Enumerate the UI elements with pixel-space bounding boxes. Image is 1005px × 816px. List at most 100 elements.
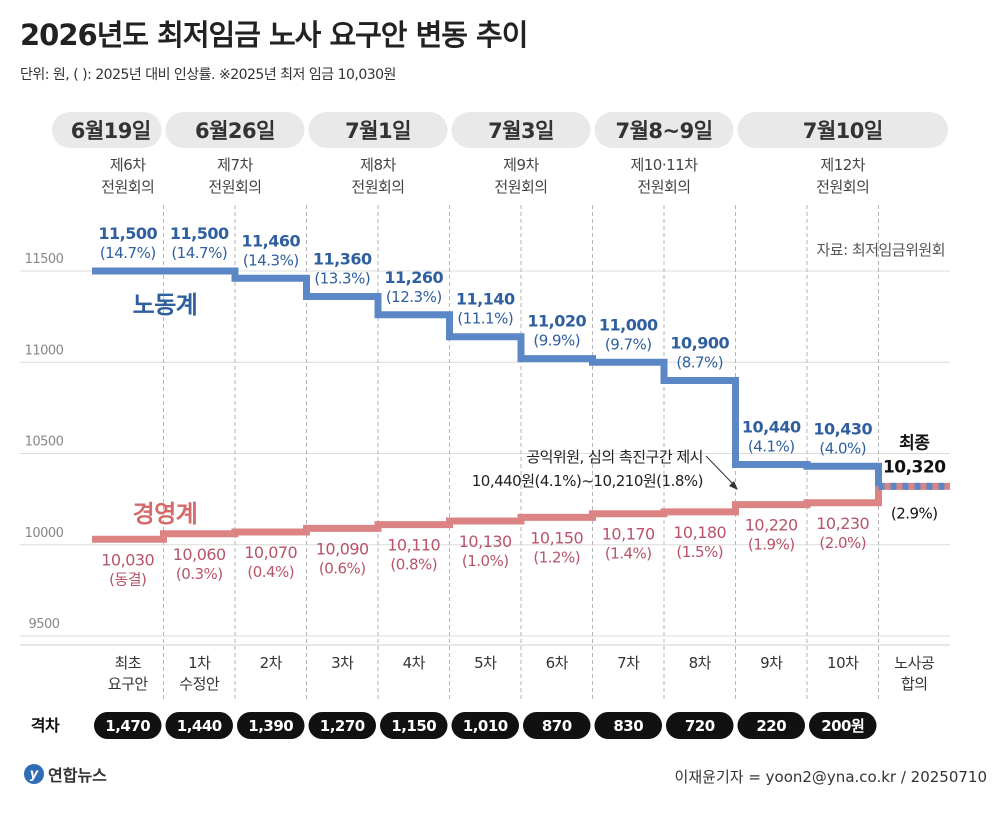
y-tick-label: 11500 xyxy=(25,252,64,267)
meeting-label: 제10·11차 xyxy=(630,156,698,174)
category-label: 4차 xyxy=(403,654,426,672)
labor-value-label: 10,900 xyxy=(670,334,729,353)
management-value-label: 10,180 xyxy=(673,523,726,542)
gap-badge xyxy=(809,712,877,739)
management-pct-label: (동결) xyxy=(109,570,146,588)
gap-badge xyxy=(737,712,805,739)
management-value-label: 10,130 xyxy=(459,532,512,551)
labor-pct-label: (14.7%) xyxy=(100,244,156,262)
gap-value: 200원 xyxy=(821,717,864,735)
date-label: 7월8~9일 xyxy=(615,119,712,143)
labor-line xyxy=(92,267,882,487)
management-pct-label: (0.4%) xyxy=(247,563,294,581)
category-label: 5차 xyxy=(474,654,497,672)
annotation-line2: 10,440원(4.1%)~10,210원(1.8%) xyxy=(472,472,703,490)
date-label: 7월3일 xyxy=(488,119,554,143)
management-value-label: 10,220 xyxy=(745,516,798,535)
labor-pct-label: (9.9%) xyxy=(533,332,580,350)
labor-pct-label: (14.7%) xyxy=(171,244,227,262)
labor-pct-label: (4.1%) xyxy=(748,437,795,455)
management-value-label: 10,110 xyxy=(387,536,440,555)
labor-value-label: 11,020 xyxy=(527,312,586,331)
meeting-label: 제9차 xyxy=(503,156,539,174)
credit: 이재윤기자 = yoon2@yna.co.kr / 20250710 xyxy=(674,768,987,786)
labor-pct-label: (14.3%) xyxy=(243,251,299,269)
gap-value: 1,440 xyxy=(177,717,222,735)
category-label: 6차 xyxy=(546,654,569,672)
category-label: 9차 xyxy=(760,654,783,672)
management-pct-label: (1.0%) xyxy=(462,552,509,570)
date-pill xyxy=(165,112,305,148)
logo-text: 연합뉴스 xyxy=(48,766,107,785)
date-label: 7월1일 xyxy=(345,119,411,143)
category-label: 7차 xyxy=(617,654,640,672)
management-pct-label: (1.5%) xyxy=(676,543,723,561)
gap-badge xyxy=(523,712,591,739)
y-tick-label: 10000 xyxy=(25,526,64,541)
category-label: 8차 xyxy=(689,654,712,672)
meeting-label: 전원회의 xyxy=(494,178,547,196)
management-pct-label: (1.2%) xyxy=(533,548,580,566)
date-label: 6월19일 xyxy=(71,119,151,143)
labor-pct-label: (11.1%) xyxy=(457,310,513,328)
labor-value-label: 11,460 xyxy=(241,231,300,250)
meeting-label: 전원회의 xyxy=(351,178,404,196)
management-pct-label: (1.4%) xyxy=(605,545,652,563)
gap-value: 1,150 xyxy=(391,717,436,735)
category-label: 수정안 xyxy=(179,675,220,693)
date-label: 7월10일 xyxy=(803,119,883,143)
gap-value: 1,470 xyxy=(105,717,150,735)
category-label: 최초 xyxy=(114,654,141,672)
category-label: 2차 xyxy=(260,654,283,672)
category-label: 3차 xyxy=(331,654,354,672)
date-pill xyxy=(52,112,162,148)
management-value-label: 10,170 xyxy=(602,525,655,544)
annotation-arrowhead xyxy=(729,481,738,490)
gap-badge xyxy=(594,712,662,739)
gap-value: 220 xyxy=(756,717,786,735)
y-tick-label: 10500 xyxy=(25,435,64,450)
gap-value: 830 xyxy=(613,717,643,735)
category-label: 10차 xyxy=(827,654,859,672)
management-pct-label: (2.0%) xyxy=(819,534,866,552)
gap-badge xyxy=(308,712,376,739)
labor-pct-label: (4.0%) xyxy=(819,439,866,457)
gap-badge xyxy=(165,712,233,739)
labor-value-label: 11,360 xyxy=(313,250,372,269)
labor-pct-label: (12.3%) xyxy=(386,288,442,306)
management-pct-label: (0.3%) xyxy=(176,565,223,583)
category-label: 1차 xyxy=(188,654,211,672)
gap-badge xyxy=(666,712,734,739)
labor-pct-label: (9.7%) xyxy=(605,335,652,353)
management-value-label: 10,030 xyxy=(101,550,154,569)
labor-value-label: 11,000 xyxy=(599,315,658,334)
management-value-label: 10,070 xyxy=(244,543,297,562)
date-pill xyxy=(308,112,448,148)
date-pill xyxy=(451,112,591,148)
meeting-label: 전원회의 xyxy=(637,178,690,196)
y-tick-label: 9500 xyxy=(28,617,59,632)
logo-icon: y xyxy=(24,764,44,784)
management-pct-label: (0.6%) xyxy=(319,559,366,577)
annotation-line1: 공익위원, 심의 촉진구간 제시 xyxy=(526,448,703,466)
gap-badge xyxy=(380,712,448,739)
y-tick-label: 11000 xyxy=(25,343,64,358)
meeting-label: 전원회의 xyxy=(816,178,869,196)
gap-value: 1,270 xyxy=(320,717,365,735)
gap-badge xyxy=(451,712,519,739)
final-label: 최종 xyxy=(899,433,930,453)
management-series-name: 경영계 xyxy=(133,500,198,528)
meeting-label: 전원회의 xyxy=(208,178,261,196)
labor-value-label: 10,430 xyxy=(813,419,872,438)
category-label: 노사공 xyxy=(894,654,934,672)
date-label: 6월26일 xyxy=(195,119,275,143)
meeting-label: 제7차 xyxy=(217,156,253,174)
labor-pct-label: (13.3%) xyxy=(314,270,370,288)
labor-value-label: 11,500 xyxy=(98,224,157,243)
management-value-label: 10,150 xyxy=(530,528,583,547)
page-title: 2026년도 최저임금 노사 요구안 변동 추이 xyxy=(20,18,528,52)
meeting-label: 제6차 xyxy=(110,156,146,174)
date-pill xyxy=(594,112,734,148)
logo: y 연합뉴스 xyxy=(24,762,107,786)
